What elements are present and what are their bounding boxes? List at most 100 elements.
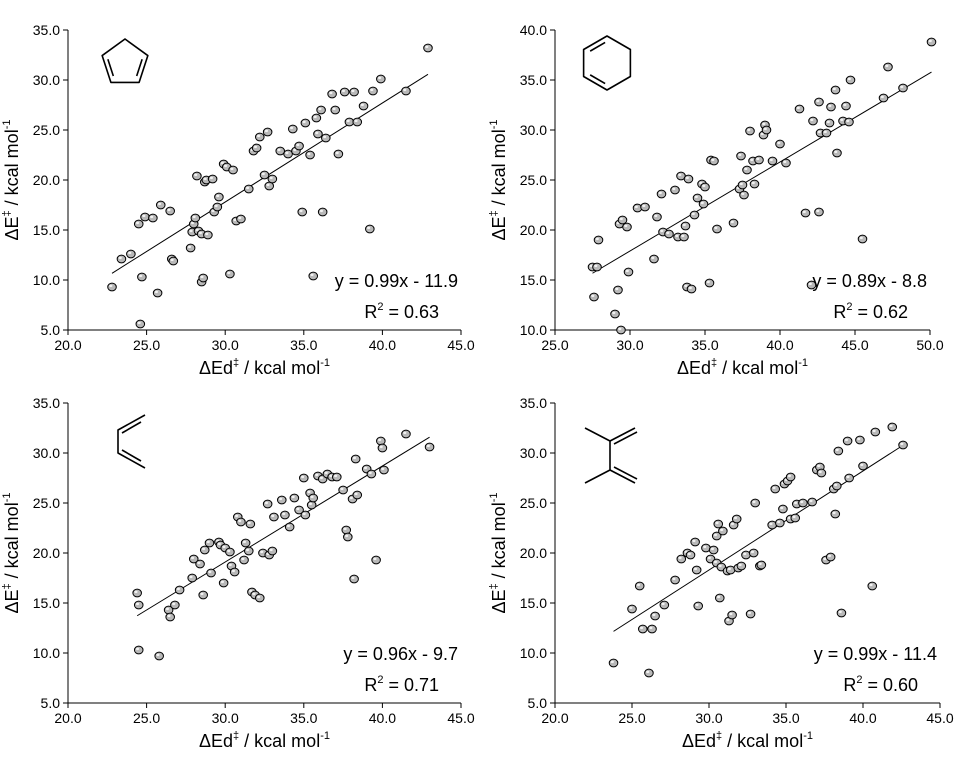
- data-point: [229, 567, 240, 577]
- data-point: [198, 273, 208, 283]
- data-point: [750, 498, 761, 508]
- y-tick-label: 15.0: [520, 272, 547, 288]
- data-point: [685, 550, 696, 560]
- y-tick-label: 20.0: [520, 222, 547, 238]
- data-point: [670, 575, 680, 585]
- data-point: [188, 554, 199, 564]
- data-point: [199, 545, 210, 555]
- data-point: [693, 601, 704, 611]
- data-point: [664, 229, 674, 239]
- data-point: [140, 212, 150, 222]
- data-point: [775, 139, 785, 149]
- data-point: [226, 561, 237, 571]
- data-point: [704, 278, 715, 288]
- r-squared-label: R2 = 0.71: [364, 674, 439, 695]
- data-point: [845, 75, 856, 85]
- data-point: [761, 125, 772, 135]
- data-point: [366, 469, 377, 479]
- data-point: [152, 288, 163, 298]
- y-tick-label: 25.0: [520, 172, 547, 188]
- x-tick-label: 45.0: [447, 337, 474, 353]
- data-point: [185, 243, 196, 253]
- data-point: [770, 484, 781, 494]
- data-point: [870, 427, 881, 437]
- data-point: [107, 282, 117, 292]
- data-point: [377, 443, 388, 453]
- r-squared-label: R2 = 0.62: [833, 301, 908, 322]
- data-point: [683, 174, 694, 184]
- data-point: [165, 612, 175, 622]
- y-tick-label: 10.0: [520, 322, 547, 338]
- data-point: [215, 540, 226, 550]
- data-point: [259, 170, 270, 180]
- data-point: [204, 538, 215, 548]
- data-point: [610, 309, 620, 319]
- data-point: [267, 546, 278, 556]
- y-tick-label: 20.0: [520, 545, 547, 561]
- data-point: [794, 104, 805, 114]
- data-point: [637, 624, 648, 634]
- data-point: [656, 189, 667, 199]
- data-point: [343, 532, 353, 542]
- data-point: [275, 146, 286, 156]
- data-point: [711, 531, 722, 541]
- data-point: [690, 537, 700, 547]
- data-point: [168, 256, 179, 266]
- data-point: [174, 585, 185, 595]
- x-tick-label: 35.0: [290, 710, 317, 726]
- data-point: [401, 86, 411, 96]
- data-point: [267, 174, 278, 184]
- data-point: [798, 498, 808, 508]
- data-point: [708, 545, 719, 555]
- data-point: [423, 43, 433, 53]
- data-point: [316, 105, 326, 115]
- y-axis-label: ΔE‡ / kcal mol-1: [1, 493, 22, 614]
- y-tick-label: 10.0: [520, 645, 547, 661]
- y-tick-label: 20.0: [33, 545, 60, 561]
- data-point: [756, 560, 767, 570]
- data-point: [126, 249, 136, 259]
- data-point: [165, 206, 175, 216]
- data-point: [689, 210, 700, 220]
- x-tick-label: 45.0: [841, 337, 868, 353]
- data-point: [608, 658, 619, 668]
- data-point: [349, 574, 359, 584]
- data-point: [170, 600, 180, 610]
- data-point: [725, 565, 736, 575]
- scatter-panel-4: 20.0 25.0 30.0 35.0 40.0 45.0 5.0 10.0 15.0 20.0 2…: [488, 395, 954, 751]
- data-point: [644, 668, 654, 678]
- x-tick-label: 30.0: [695, 710, 722, 726]
- data-point: [627, 604, 637, 614]
- data-point: [808, 116, 818, 126]
- data-point: [358, 101, 369, 111]
- data-point: [341, 525, 352, 535]
- data-point: [137, 272, 147, 282]
- data-point: [133, 645, 144, 655]
- y-tick-label: 15.0: [520, 595, 547, 611]
- data-point: [401, 429, 411, 439]
- r-squared-label: R2 = 0.63: [364, 301, 439, 322]
- y-tick-label: 25.0: [33, 495, 60, 511]
- y-tick-label: 10.0: [33, 272, 60, 288]
- y-tick-label: 35.0: [33, 22, 60, 38]
- data-point: [781, 158, 791, 168]
- data-point: [832, 481, 842, 491]
- data-point: [821, 128, 832, 138]
- data-point: [236, 214, 246, 224]
- y-tick-label: 5.0: [41, 695, 61, 711]
- data-point: [379, 465, 389, 475]
- x-tick-label: 35.0: [691, 337, 718, 353]
- x-tick-label: 40.0: [369, 710, 396, 726]
- data-point: [294, 505, 304, 515]
- data-point: [311, 113, 322, 123]
- scatter-panel-3: 20.0 25.0 30.0 35.0 40.0 45.0 5.0 10.0 15.0 20.0 2…: [1, 395, 475, 751]
- data-point: [736, 151, 746, 161]
- data-point: [332, 472, 342, 482]
- x-axis-label: ΔEd‡ / kcal mol-1: [199, 730, 330, 751]
- data-point: [333, 149, 344, 159]
- data-point: [225, 269, 235, 279]
- data-point: [816, 468, 827, 478]
- data-point: [240, 538, 251, 548]
- regression-equation: y = 0.89x - 8.8: [812, 271, 927, 291]
